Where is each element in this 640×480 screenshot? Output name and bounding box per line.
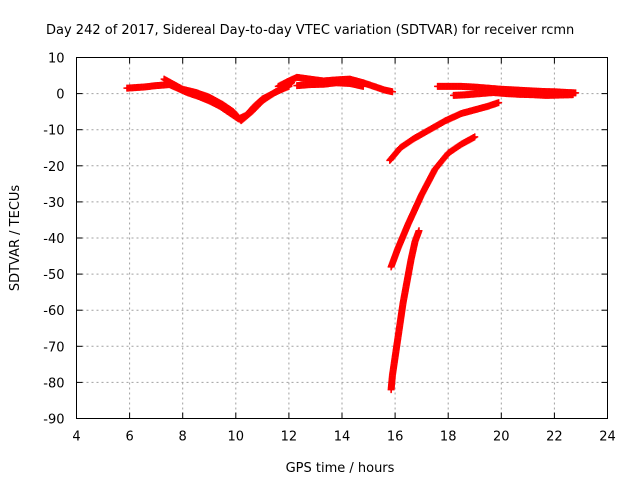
y-tick-label: -70 (43, 340, 64, 355)
y-tick-label: 0 (56, 88, 64, 103)
y-tick-label: -50 (43, 268, 64, 283)
data-series (450, 89, 577, 99)
data-series (293, 79, 367, 90)
data-series (160, 75, 293, 125)
x-tick-label: 12 (281, 430, 298, 445)
x-tick-label: 4 (72, 430, 80, 445)
grid (76, 57, 608, 419)
x-tick-label: 22 (546, 430, 563, 445)
chart-title: Day 242 of 2017, Sidereal Day-to-day VTE… (46, 23, 574, 38)
y-tick-label: -80 (43, 376, 64, 391)
data-point-marker (359, 82, 367, 90)
y-axis-label: SDTVAR / TECUs (8, 185, 23, 292)
y-tick-label: 10 (48, 52, 65, 67)
x-tick-label: 6 (125, 430, 133, 445)
data-point-marker (495, 99, 503, 107)
y-tick-label: -90 (43, 413, 64, 428)
y-tick-label: -30 (43, 196, 64, 211)
x-tick-label: 8 (179, 430, 187, 445)
x-tick-label: 16 (387, 430, 404, 445)
x-tick-label: 18 (440, 430, 457, 445)
x-tick-label: 14 (334, 430, 351, 445)
data-points (123, 73, 580, 394)
x-tick-label: 24 (599, 430, 616, 445)
x-axis-label: GPS time / hours (286, 461, 395, 476)
data-series (387, 227, 423, 394)
y-tick-label: -20 (43, 160, 64, 175)
data-point-marker (471, 133, 479, 141)
x-tick-label: 20 (493, 430, 510, 445)
data-point-marker (388, 88, 396, 96)
data-series (387, 133, 479, 271)
y-tick-label: -40 (43, 232, 64, 247)
data-series (123, 79, 296, 123)
x-tick-label: 10 (228, 430, 245, 445)
data-point-marker (569, 91, 577, 99)
plot-frame (76, 57, 608, 419)
data-series (386, 99, 503, 164)
y-tick-label: -60 (43, 304, 64, 319)
y-tick-label: -10 (43, 124, 64, 139)
axis-ticks: 4 6 8 10 12 14 16 18 20 22 24 10 0 -10 -20 -30 -40 -50 -60… (43, 52, 616, 445)
data-point-marker (415, 227, 423, 235)
